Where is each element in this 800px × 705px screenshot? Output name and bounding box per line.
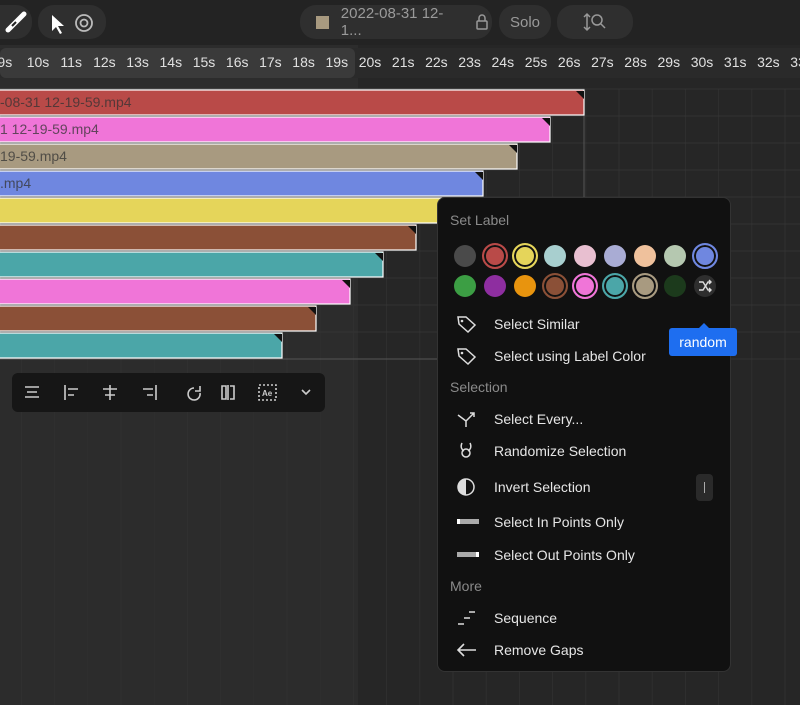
clip: [0, 279, 350, 304]
icon: [582, 10, 608, 34]
color-swatch[interactable]: [484, 275, 506, 297]
ruler-tick: 20s: [359, 54, 382, 70]
ruler-tick: 12s: [93, 54, 116, 70]
icon: [456, 477, 478, 497]
ruler-tick: 28s: [624, 54, 647, 70]
icon: [456, 409, 478, 429]
icon[interactable]: [38, 7, 106, 37]
menu-item[interactable]: Select using Label Color: [494, 348, 646, 364]
clip-toolbar: Ae: [12, 373, 325, 412]
ruler-tick: 24s: [492, 54, 515, 70]
ruler-tick: 23s: [458, 54, 481, 70]
color-swatch[interactable]: [692, 243, 718, 269]
clip: [0, 252, 383, 277]
menu-item[interactable]: Sequence: [494, 610, 557, 626]
shortcut-badge: [696, 474, 713, 501]
color-swatch[interactable]: [604, 245, 626, 267]
ruler-tick: 26s: [558, 54, 581, 70]
ruler-tick: 22s: [425, 54, 448, 70]
ruler-tick: 17s: [259, 54, 282, 70]
clip: [0, 333, 282, 358]
tooltip: random: [669, 328, 737, 356]
clip-toolbar-icons[interactable]: Ae: [12, 373, 325, 412]
clip: [0, 144, 517, 169]
icon: [4, 10, 28, 34]
ruler-tick: 27s: [591, 54, 614, 70]
ruler-tick: 10s: [27, 54, 50, 70]
lock-icon: [472, 12, 492, 32]
section-title: More: [450, 578, 482, 594]
tooltip-arrow: [699, 323, 709, 328]
clip-label: 19-59.mp4: [0, 148, 67, 164]
section-title: Set Label: [450, 212, 509, 228]
menu-item[interactable]: Remove Gaps: [494, 642, 583, 658]
svg-text:Ae: Ae: [262, 389, 273, 398]
ruler-tick: 16s: [226, 54, 249, 70]
menu-item[interactable]: Select Similar: [494, 316, 580, 332]
clip-label: .mp4: [0, 175, 31, 191]
tag-icon: [456, 314, 478, 334]
menu-item[interactable]: Select Every...: [494, 411, 583, 427]
ruler-tick: 25s: [525, 54, 548, 70]
color-swatch[interactable]: [454, 245, 476, 267]
tool-group: [38, 5, 106, 39]
in-point-icon: [457, 519, 479, 524]
solo-label: Solo: [510, 14, 540, 31]
clip-label: 1 12-19-59.mp4: [0, 121, 99, 137]
ruler-tick: 9s: [0, 54, 12, 70]
color-swatch[interactable]: [664, 275, 686, 297]
tooltip-text: random: [679, 334, 726, 350]
tag-icon: [456, 346, 478, 366]
color-swatch[interactable]: [574, 245, 596, 267]
icon: [456, 441, 478, 461]
file-selector[interactable]: 2022-08-31 12-1...: [300, 5, 492, 39]
clip-label: -08-31 12-19-59.mp4: [0, 94, 132, 110]
color-swatch[interactable]: [634, 245, 656, 267]
shuffle-icon: [694, 275, 716, 297]
ruler-tick: 29s: [658, 54, 681, 70]
color-swatch[interactable]: [542, 273, 568, 299]
ruler-tick: 13s: [126, 54, 149, 70]
menu-item[interactable]: Select Out Points Only: [494, 547, 635, 563]
color-swatch[interactable]: [514, 275, 536, 297]
icon: [456, 608, 478, 628]
tool-button[interactable]: [0, 5, 32, 39]
menu-item[interactable]: Select In Points Only: [494, 514, 624, 530]
ruler-tick: 19s: [326, 54, 349, 70]
ruler-tick: 11s: [60, 54, 82, 70]
color-swatch[interactable]: [632, 273, 658, 299]
ruler-tick: 32s: [757, 54, 780, 70]
clip: [0, 198, 450, 223]
zoom-button[interactable]: [557, 5, 633, 39]
color-swatch[interactable]: [454, 275, 476, 297]
color-swatch[interactable]: [482, 243, 508, 269]
solo-button[interactable]: Solo: [499, 5, 551, 39]
ruler-tick: 31s: [724, 54, 747, 70]
clip: [0, 306, 316, 331]
color-swatch[interactable]: [694, 275, 716, 297]
ruler-tick: 30s: [691, 54, 714, 70]
color-swatch[interactable]: [512, 243, 538, 269]
section-title: Selection: [450, 379, 508, 395]
ruler-tick: 15s: [193, 54, 216, 70]
ruler-tick: 18s: [292, 54, 315, 70]
ruler-tick: 21s: [392, 54, 415, 70]
color-swatch[interactable]: [664, 245, 686, 267]
ruler-tick: 33s: [790, 54, 800, 70]
context-menu: Set Label Select Similar Select using La…: [437, 197, 731, 672]
icon: [456, 640, 478, 660]
menu-item[interactable]: Randomize Selection: [494, 443, 626, 459]
color-swatch[interactable]: [602, 273, 628, 299]
color-swatch[interactable]: [572, 273, 598, 299]
clip: [0, 171, 483, 196]
file-name: 2022-08-31 12-1...: [341, 5, 463, 39]
menu-item[interactable]: Invert Selection: [494, 479, 591, 495]
color-swatch[interactable]: [544, 245, 566, 267]
clip: [0, 225, 416, 250]
out-point-icon: [457, 552, 479, 557]
ruler-tick: 14s: [160, 54, 183, 70]
color-square: [316, 16, 329, 29]
